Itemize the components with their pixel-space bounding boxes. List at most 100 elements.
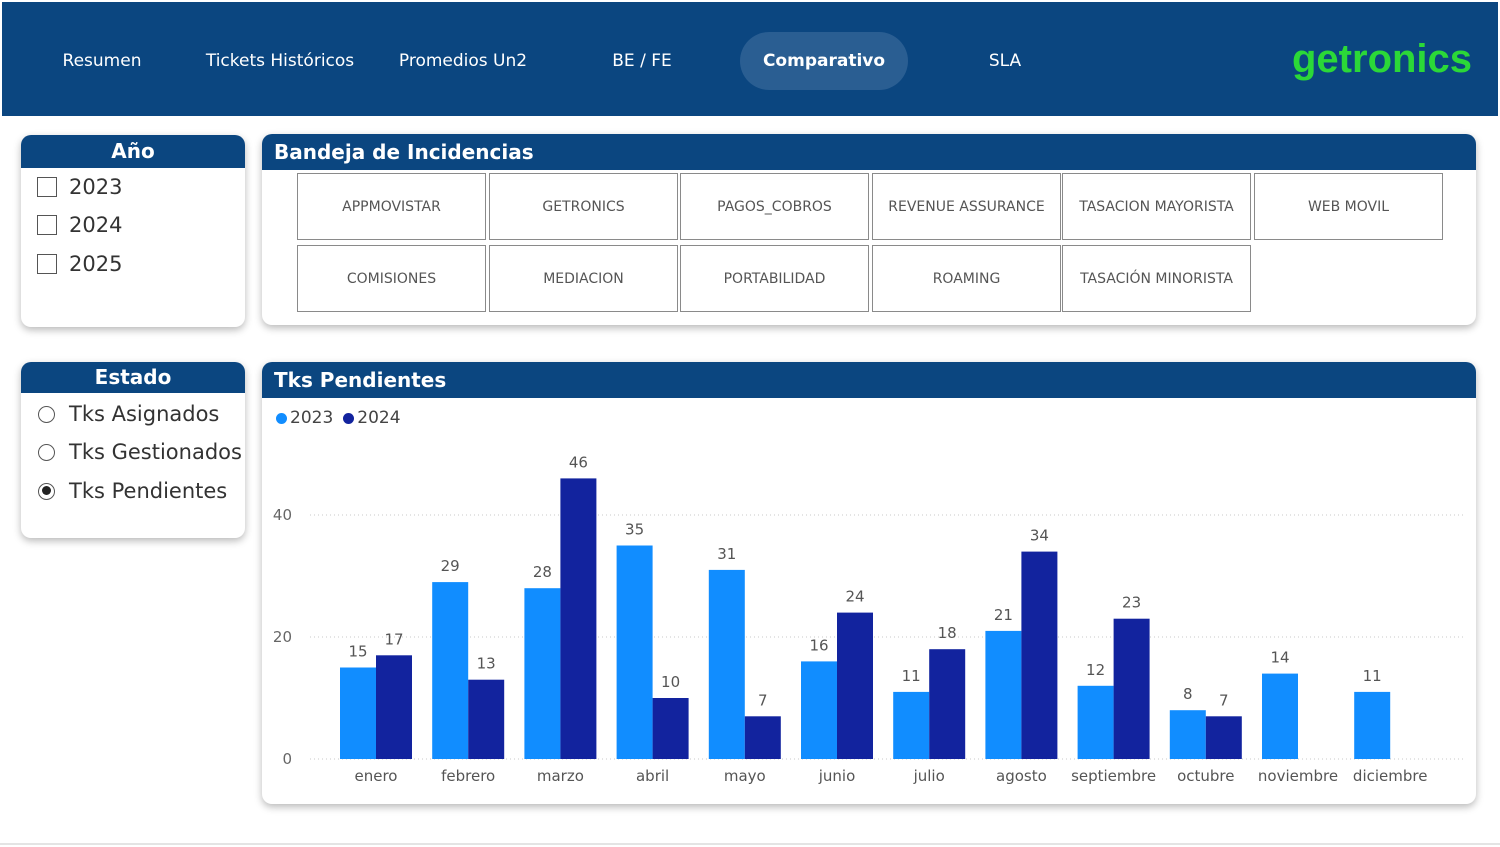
year-option-2023[interactable]: 2023: [37, 172, 122, 202]
data-label: 24: [845, 588, 864, 606]
checkbox[interactable]: [37, 254, 57, 274]
year-slicer-title: Año: [21, 135, 245, 168]
data-label: 7: [1219, 691, 1229, 709]
data-label: 31: [717, 545, 736, 563]
checkbox[interactable]: [37, 177, 57, 197]
bar-2024-mayo[interactable]: [744, 716, 781, 759]
y-tick-label: 40: [273, 506, 292, 524]
bar-2024-septiembre[interactable]: [1113, 618, 1150, 759]
bandeja-button-tasacion-mayorista[interactable]: TASACION MAYORISTA: [1062, 173, 1251, 240]
chart-legend: 2023 2024: [276, 408, 411, 428]
data-label: 10: [661, 673, 680, 691]
data-label: 15: [348, 643, 367, 661]
x-tick-label: septiembre: [1071, 767, 1156, 785]
year-option-label: 2025: [69, 252, 123, 276]
bar-2023-enero[interactable]: [340, 667, 376, 760]
bandeja-button-appmovistar[interactable]: APPMOVISTAR: [297, 173, 486, 240]
bandeja-button-pagos-cobros[interactable]: PAGOS_COBROS: [680, 173, 869, 240]
bar-2024-junio[interactable]: [837, 612, 873, 759]
x-tick-label: agosto: [996, 767, 1047, 785]
year-option-label: 2024: [69, 213, 123, 237]
x-tick-label: marzo: [537, 767, 584, 785]
estado-slicer-title: Estado: [21, 362, 245, 393]
bar-2024-enero[interactable]: [376, 655, 412, 759]
bar-2024-agosto[interactable]: [1021, 551, 1058, 759]
x-tick-label: enero: [355, 767, 398, 785]
legend-dot-2023: [276, 412, 287, 424]
bar-2023-septiembre[interactable]: [1077, 685, 1114, 759]
data-label: 11: [1363, 667, 1382, 685]
bar-2023-diciembre[interactable]: [1354, 691, 1391, 759]
checkbox[interactable]: [37, 215, 57, 235]
bar-2023-marzo[interactable]: [524, 588, 561, 759]
bandeja-button-mediacion[interactable]: MEDIACION: [489, 245, 678, 312]
radio-button[interactable]: [38, 405, 55, 423]
year-option-2025[interactable]: 2025: [37, 249, 122, 279]
bandeja-button-comisiones[interactable]: COMISIONES: [297, 245, 486, 312]
bar-2023-agosto[interactable]: [985, 630, 1022, 759]
data-label: 35: [625, 521, 644, 539]
data-label: 11: [902, 667, 921, 685]
estado-option-label: Tks Pendientes: [69, 479, 228, 503]
nav-tab-sla[interactable]: SLA: [988, 51, 1022, 71]
bar-2023-abril[interactable]: [616, 545, 653, 760]
nav-tab-comparativo[interactable]: Comparativo: [740, 32, 908, 90]
data-label: 18: [938, 624, 957, 642]
x-tick-label: abril: [636, 767, 669, 785]
bandeja-button-portabilidad[interactable]: PORTABILIDAD: [680, 245, 869, 312]
nav-tab-tickets-historicos[interactable]: Tickets Históricos: [205, 51, 355, 71]
bandeja-button-web-movil[interactable]: WEB MOVIL: [1254, 173, 1443, 240]
estado-option-tks-gestionados[interactable]: Tks Gestionados: [37, 437, 242, 467]
legend-item-2023[interactable]: 2023: [276, 408, 333, 428]
data-label: 14: [1270, 649, 1289, 667]
legend-dot-2024: [343, 412, 355, 424]
bandeja-button-revenue-assurance[interactable]: REVENUE ASSURANCE: [872, 173, 1061, 240]
bandeja-panel: Bandeja de Incidencias APPMOVISTAR GETRO…: [262, 134, 1476, 325]
bar-2023-febrero[interactable]: [432, 582, 469, 759]
year-slicer-panel: Año 2023 2024 2025: [21, 135, 245, 327]
radio-button-selected[interactable]: [38, 482, 55, 500]
data-label: 29: [441, 557, 460, 575]
x-tick-label: febrero: [441, 767, 495, 785]
bar-2023-junio[interactable]: [801, 661, 837, 759]
data-label: 34: [1030, 527, 1049, 545]
bandeja-title: Bandeja de Incidencias: [262, 134, 1476, 170]
data-label: 28: [533, 563, 552, 581]
chart-title: Tks Pendientes: [262, 362, 1476, 398]
bar-2024-marzo[interactable]: [560, 478, 597, 759]
year-option-2024[interactable]: 2024: [37, 210, 122, 240]
bar-2023-octubre[interactable]: [1169, 710, 1206, 759]
bar-2024-octubre[interactable]: [1205, 716, 1242, 759]
data-label: 46: [569, 453, 588, 471]
x-tick-label: mayo: [724, 767, 766, 785]
bar-2023-mayo[interactable]: [708, 569, 745, 759]
bandeja-button-getronics[interactable]: GETRONICS: [489, 173, 678, 240]
data-label: 7: [758, 691, 768, 709]
y-tick-label: 0: [282, 750, 292, 768]
nav-tab-resumen[interactable]: Resumen: [62, 51, 142, 71]
bandeja-button-tasacion-minorista[interactable]: TASACIÓN MINORISTA: [1062, 245, 1251, 312]
data-label: 23: [1122, 594, 1141, 612]
nav-tab-promedios-un2[interactable]: Promedios Un2: [398, 51, 528, 71]
legend-item-2024[interactable]: 2024: [343, 408, 401, 428]
radio-button[interactable]: [38, 443, 55, 461]
x-tick-label: diciembre: [1353, 767, 1428, 785]
estado-option-tks-asignados[interactable]: Tks Asignados: [37, 399, 219, 429]
chart-panel: Tks Pendientes 2023 2024 0 20 40 15 17 enero 2…: [262, 362, 1476, 804]
bottom-divider: [0, 843, 1500, 845]
estado-option-label: Tks Gestionados: [69, 440, 242, 464]
x-tick-label: noviembre: [1258, 767, 1338, 785]
logo-text: getronics: [1292, 37, 1472, 81]
estado-option-label: Tks Asignados: [69, 402, 220, 426]
estado-option-tks-pendientes[interactable]: Tks Pendientes: [37, 476, 227, 506]
nav-tab-be-fe[interactable]: BE / FE: [612, 51, 672, 71]
bar-2023-julio[interactable]: [893, 691, 930, 759]
bandeja-button-roaming[interactable]: ROAMING: [872, 245, 1061, 312]
bar-chart: 0 20 40 15 17 enero 29 13 febrero 28 46 marzo 35 10 ab…: [273, 453, 1464, 785]
bar-2024-febrero[interactable]: [468, 679, 505, 759]
bar-2023-noviembre[interactable]: [1262, 673, 1298, 759]
x-tick-label: julio: [913, 767, 945, 785]
bar-2024-abril[interactable]: [652, 698, 689, 759]
bar-2024-julio[interactable]: [929, 649, 966, 759]
